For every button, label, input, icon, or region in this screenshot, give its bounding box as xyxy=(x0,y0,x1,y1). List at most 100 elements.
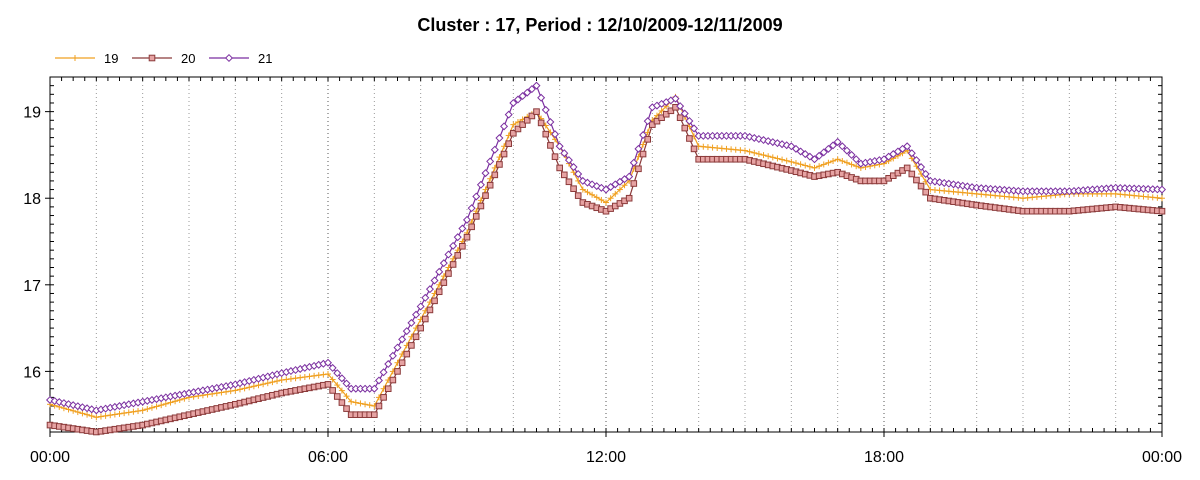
data-point xyxy=(374,376,383,385)
data-point xyxy=(72,55,78,61)
data-point xyxy=(797,161,804,168)
data-point xyxy=(830,157,837,164)
data-point xyxy=(746,148,753,155)
data-point xyxy=(551,130,560,139)
data-point xyxy=(518,92,527,101)
legend-label: 20 xyxy=(181,51,195,66)
data-point xyxy=(930,177,939,186)
data-point xyxy=(468,223,475,231)
data-point xyxy=(791,144,800,153)
data-point xyxy=(913,176,920,184)
data-point xyxy=(412,333,420,341)
data-point xyxy=(292,375,299,382)
data-point xyxy=(792,160,799,167)
data-point xyxy=(853,163,860,170)
data-point xyxy=(852,155,861,164)
data-point xyxy=(315,372,322,379)
data-point xyxy=(740,131,750,140)
data-point xyxy=(787,142,796,151)
data-point xyxy=(505,140,512,147)
data-point xyxy=(625,194,633,202)
data-point xyxy=(676,102,685,111)
series-group xyxy=(45,81,1167,436)
data-point xyxy=(139,407,146,414)
legend: 19 20 21 xyxy=(55,51,272,66)
data-point xyxy=(236,386,243,393)
data-point xyxy=(847,150,856,159)
data-point xyxy=(949,180,958,189)
data-point xyxy=(908,170,916,178)
data-point xyxy=(640,141,647,148)
legend-item: 21 xyxy=(209,51,272,66)
data-point xyxy=(796,147,805,156)
data-point xyxy=(343,393,350,400)
data-point xyxy=(968,183,977,192)
data-point xyxy=(1158,207,1166,215)
data-point xyxy=(454,252,462,259)
data-point xyxy=(458,224,467,233)
data-point xyxy=(241,385,248,392)
data-point xyxy=(598,196,605,203)
data-point xyxy=(467,204,476,213)
data-point xyxy=(569,163,578,172)
data-point xyxy=(435,267,444,276)
data-point xyxy=(504,110,513,119)
data-point xyxy=(97,413,104,420)
data-point xyxy=(690,145,698,153)
data-point xyxy=(788,158,795,165)
data-point xyxy=(338,387,345,394)
data-point xyxy=(561,171,568,179)
data-point xyxy=(167,399,174,406)
data-point xyxy=(528,112,536,120)
data-point xyxy=(306,373,313,380)
y-tick-label: 16 xyxy=(23,364,41,381)
data-point xyxy=(333,369,342,378)
data-point xyxy=(533,108,540,115)
data-point xyxy=(337,374,346,383)
data-point xyxy=(425,285,434,294)
data-point xyxy=(584,189,591,196)
data-point xyxy=(630,180,638,187)
data-point xyxy=(135,408,142,415)
data-point xyxy=(542,130,550,138)
plot-frame xyxy=(49,76,1163,433)
data-point xyxy=(449,261,457,268)
data-point xyxy=(907,149,916,158)
data-point xyxy=(564,156,573,165)
data-point xyxy=(820,161,827,168)
data-point xyxy=(667,107,675,115)
data-point xyxy=(519,121,526,128)
data-point xyxy=(348,398,355,405)
data-point xyxy=(477,202,485,210)
data-point xyxy=(417,324,424,332)
data-point xyxy=(944,179,953,188)
data-point xyxy=(416,302,425,311)
data-point xyxy=(769,154,776,161)
data-point xyxy=(232,387,239,394)
data-point xyxy=(583,178,592,187)
data-point xyxy=(444,250,453,259)
data-point xyxy=(394,368,401,375)
legend-item: 19 xyxy=(55,51,118,66)
data-point xyxy=(644,136,652,143)
data-point xyxy=(78,403,87,412)
data-point xyxy=(93,414,100,421)
data-point xyxy=(426,306,434,314)
data-point xyxy=(783,157,790,164)
data-point xyxy=(83,404,92,413)
data-point xyxy=(250,383,257,390)
data-point xyxy=(379,368,388,377)
data-point xyxy=(593,194,600,201)
data-point xyxy=(500,150,508,158)
data-point xyxy=(482,192,489,199)
data-point xyxy=(1157,185,1167,194)
data-point xyxy=(621,182,628,189)
data-point xyxy=(440,279,448,286)
data-point xyxy=(773,139,782,148)
data-point xyxy=(639,131,648,140)
data-point xyxy=(625,172,634,181)
data-point xyxy=(476,180,485,189)
data-point xyxy=(366,402,373,409)
data-point xyxy=(88,412,95,419)
data-point xyxy=(445,270,452,277)
